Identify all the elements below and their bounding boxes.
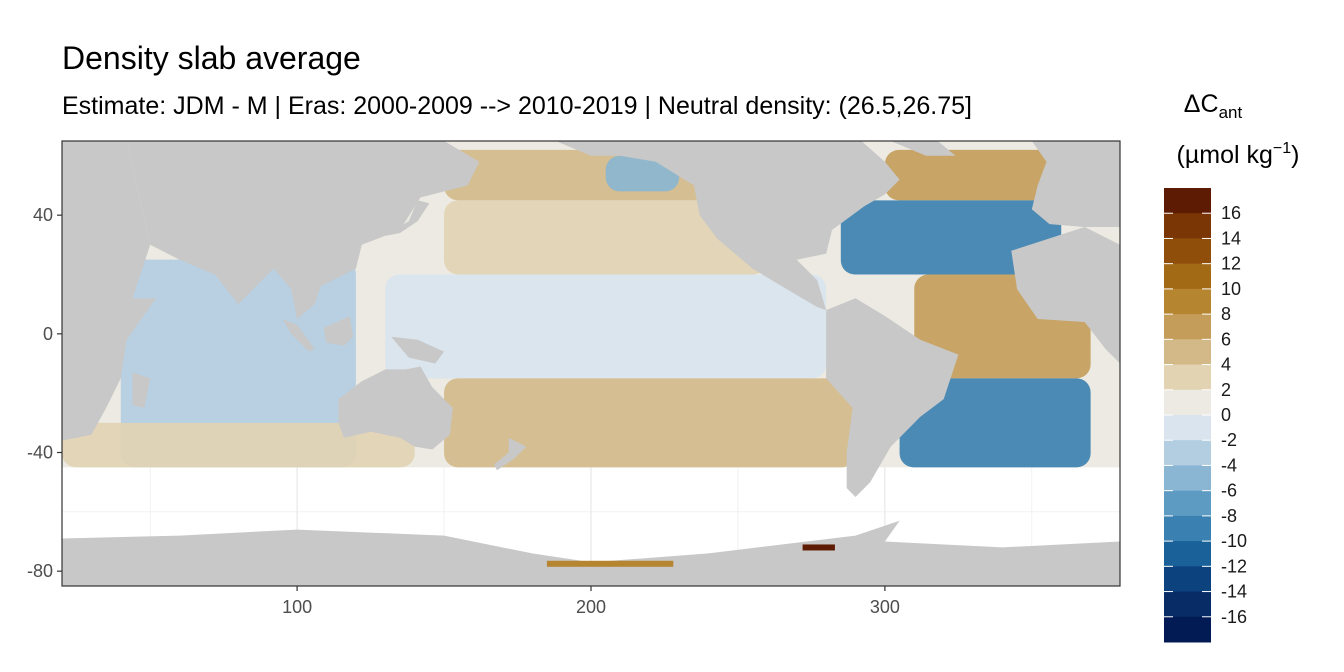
legend-title-subscript: ant	[1219, 103, 1243, 122]
legend-units-close: )	[1291, 141, 1299, 169]
land-north-america	[555, 141, 900, 311]
land-south-america	[826, 298, 959, 497]
legend-units-exponent: −1	[1273, 140, 1291, 157]
ocean-region	[899, 378, 1091, 468]
ocean-region	[840, 200, 1062, 275]
legend-swatch	[1164, 339, 1211, 366]
legend-label: -8	[1221, 506, 1237, 526]
land-europe	[1031, 141, 1120, 227]
legend-label: -2	[1221, 430, 1237, 450]
land-new-guinea	[391, 336, 445, 364]
chart-subtitle: Estimate: JDM - M | Eras: 2000-2009 --> …	[62, 92, 972, 120]
land-africa-east	[1011, 227, 1120, 364]
legend-label: -4	[1221, 455, 1237, 475]
y-tick-label: 40	[33, 205, 53, 225]
land-new-zealand	[494, 437, 527, 471]
legend-swatch	[1164, 465, 1211, 492]
legend-swatch	[1164, 188, 1211, 214]
amundsen-anomaly	[802, 544, 835, 551]
x-tick-label: 300	[870, 597, 900, 617]
legend-swatch	[1164, 314, 1211, 340]
land-sumatra	[282, 319, 315, 352]
legend-label: -12	[1221, 556, 1247, 576]
land-madagascar	[132, 372, 151, 408]
y-tick-label: -80	[27, 561, 53, 581]
legend-swatch	[1164, 415, 1211, 441]
land-antarctica	[62, 520, 1120, 586]
land-asia	[126, 141, 480, 319]
land-borneo	[323, 316, 353, 346]
map-panel	[61, 140, 1121, 587]
legend-label: -14	[1221, 582, 1247, 602]
legend-label: 16	[1221, 203, 1241, 223]
legend-swatch	[1164, 263, 1211, 290]
legend-label: 10	[1221, 279, 1241, 299]
ross-sea-anomaly	[546, 560, 674, 567]
legend-swatch	[1164, 541, 1211, 567]
land-mask	[62, 141, 1120, 586]
land-australia	[338, 366, 453, 450]
legend-label: 12	[1221, 254, 1241, 274]
map-layer	[62, 141, 1120, 586]
legend-swatch	[1164, 591, 1211, 618]
legend-label: -10	[1221, 531, 1247, 551]
legend-label: 2	[1221, 380, 1231, 400]
legend-swatch	[1164, 616, 1211, 643]
ocean-region	[62, 422, 415, 468]
land-africa	[62, 141, 156, 441]
legend-label: 14	[1221, 228, 1241, 248]
legend: 16 14 12 10 8 6 4 2 0 -2 -4 -6 -8 -10 -12 -14 -16 ΔCant (µ…	[1164, 90, 1299, 643]
legend-units: (µmol kg−1)	[1177, 140, 1300, 169]
legend-label: 6	[1221, 329, 1231, 349]
y-tick-label: 0	[43, 324, 53, 344]
legend-swatch	[1164, 490, 1211, 517]
legend-swatch	[1164, 288, 1211, 315]
ocean-region	[385, 274, 827, 379]
antarctic-shelf-anomalies	[546, 544, 835, 567]
legend-label: -6	[1221, 481, 1237, 501]
legend-swatch	[1164, 566, 1211, 593]
legend-label: 0	[1221, 405, 1231, 425]
legend-swatch	[1164, 515, 1211, 542]
legend-title: ΔCant	[1184, 90, 1243, 122]
legend-label: 4	[1221, 355, 1231, 375]
legend-swatch	[1164, 213, 1211, 239]
legend-swatch	[1164, 364, 1211, 391]
land-japan	[385, 200, 430, 236]
land-greenland	[890, 141, 956, 156]
legend-swatch	[1164, 238, 1211, 265]
ocean-region	[444, 378, 856, 468]
legend-label: 8	[1221, 304, 1231, 324]
ocean-region	[884, 149, 1062, 201]
x-tick-label: 200	[576, 597, 606, 617]
legend-swatch	[1164, 389, 1211, 416]
ocean-region	[444, 200, 768, 275]
legend-swatch	[1164, 440, 1211, 466]
legend-label: -16	[1221, 607, 1247, 627]
y-tick-label: -40	[27, 443, 53, 463]
chart-title: Density slab average	[62, 40, 361, 76]
x-tick-label: 100	[282, 597, 312, 617]
